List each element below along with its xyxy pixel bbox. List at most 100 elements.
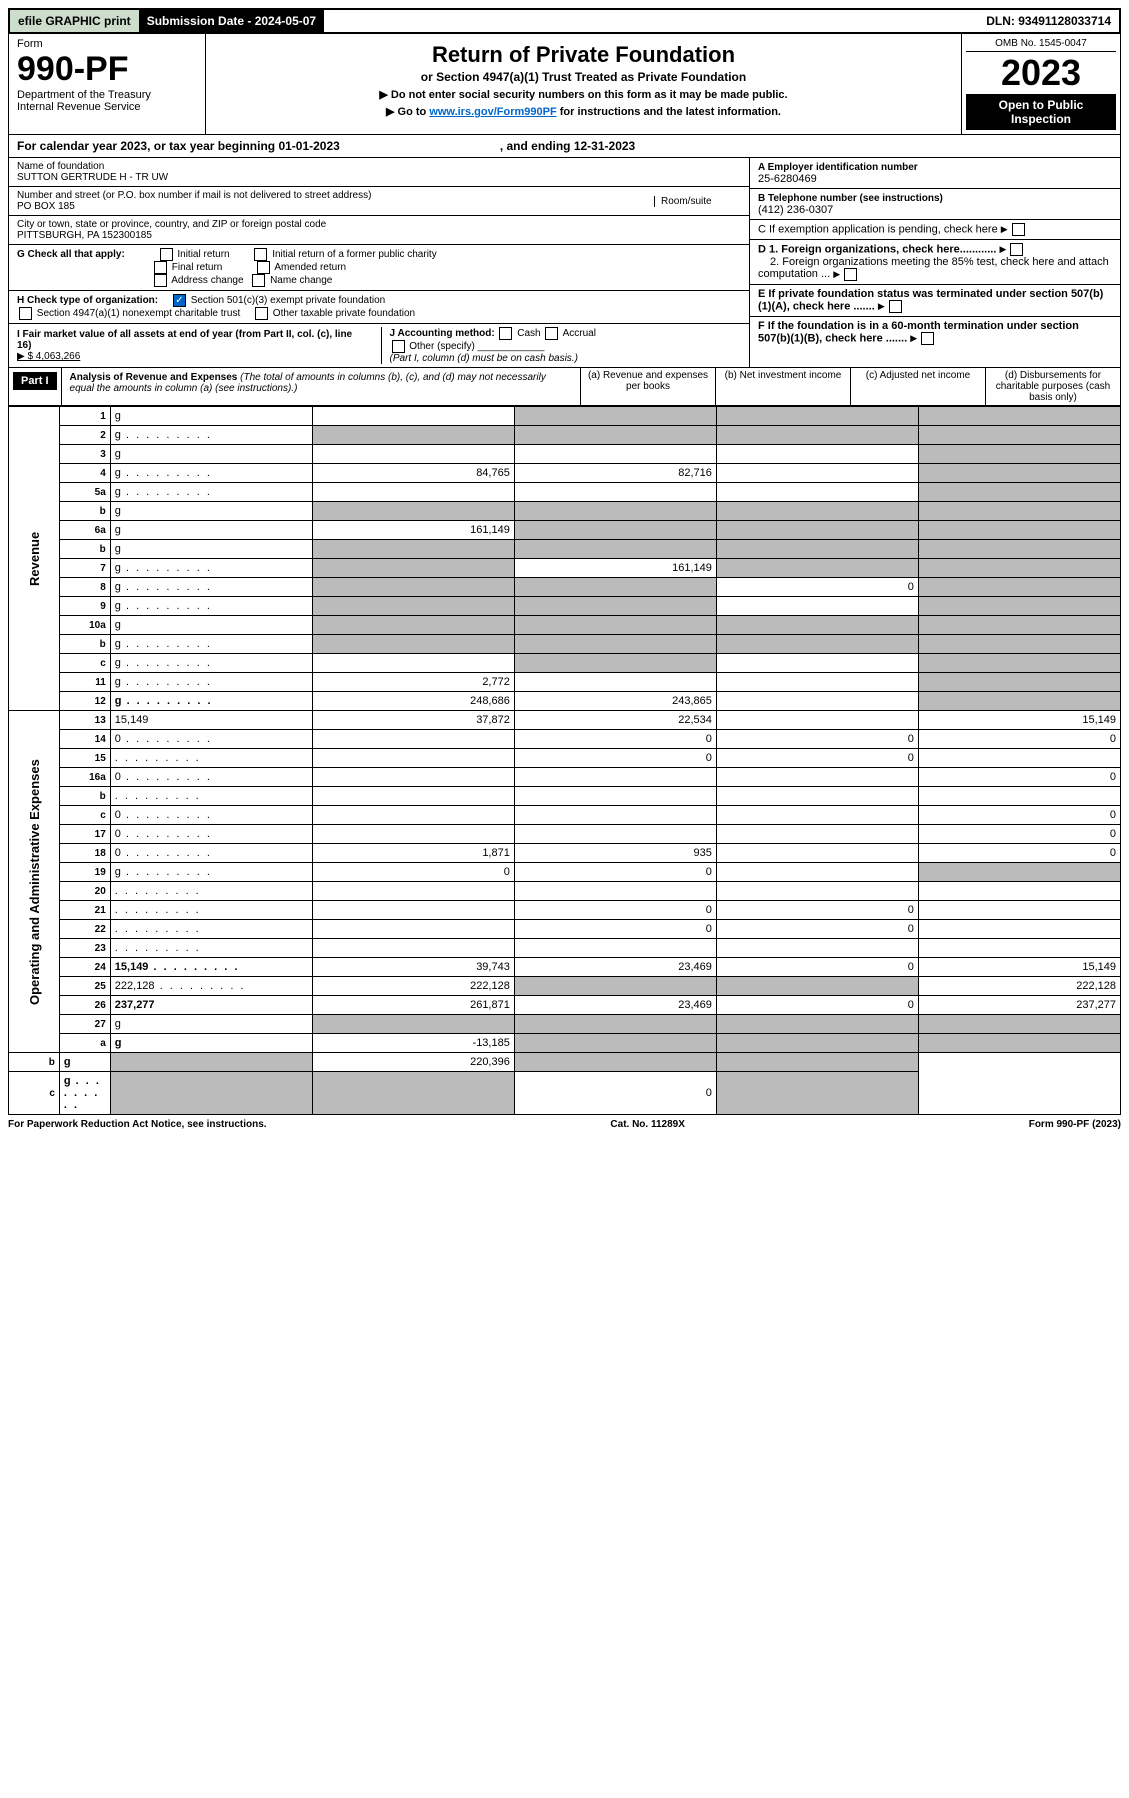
line-num: 23: [59, 939, 110, 958]
cell-d: [918, 616, 1120, 635]
cell-b: [514, 578, 716, 597]
cell-c: [716, 559, 918, 578]
cell-c: [716, 825, 918, 844]
submission-date: Submission Date - 2024-05-07: [139, 10, 324, 32]
line-num: 18: [59, 844, 110, 863]
cell-c: [716, 1034, 918, 1053]
cell-b: [514, 635, 716, 654]
cell-b: [514, 882, 716, 901]
chk-accrual[interactable]: [545, 327, 558, 340]
cell-c: [716, 977, 918, 996]
chk-cash[interactable]: [499, 327, 512, 340]
table-row: 140000: [9, 730, 1121, 749]
cell-d: 222,128: [918, 977, 1120, 996]
cell-a: 0: [312, 863, 514, 882]
line-desc: 222,128: [110, 977, 312, 996]
line-desc: [110, 787, 312, 806]
cell-b: [514, 597, 716, 616]
line-num: b: [59, 787, 110, 806]
table-row: 16a00: [9, 768, 1121, 787]
chk-other-taxable[interactable]: [255, 307, 268, 320]
cell-a: [312, 654, 514, 673]
cell-c: [716, 616, 918, 635]
chk-final[interactable]: [154, 261, 167, 274]
cell-d: [918, 464, 1120, 483]
line-desc: g: [110, 692, 312, 711]
cell-d: [918, 635, 1120, 654]
j-note: (Part I, column (d) must be on cash basi…: [390, 353, 578, 364]
d1-label: D 1. Foreign organizations, check here..…: [758, 243, 996, 255]
chk-501c3[interactable]: ✓: [173, 294, 186, 307]
line-num: c: [59, 806, 110, 825]
cell-a: [312, 901, 514, 920]
form-link[interactable]: www.irs.gov/Form990PF: [429, 106, 556, 118]
table-row: 5ag: [9, 483, 1121, 502]
chk-c[interactable]: [1012, 223, 1025, 236]
line-desc: 0: [110, 825, 312, 844]
cell-d: [918, 407, 1120, 426]
chk-e[interactable]: [889, 300, 902, 313]
line-num: 21: [59, 901, 110, 920]
cell-b: [514, 768, 716, 787]
chk-d1[interactable]: [1010, 243, 1023, 256]
table-row: 2415,14939,74323,469015,149: [9, 958, 1121, 977]
chk-f[interactable]: [921, 332, 934, 345]
cell-c: [716, 502, 918, 521]
cell-d: [918, 882, 1120, 901]
cell-a: [312, 920, 514, 939]
chk-amended[interactable]: [257, 261, 270, 274]
cell-d: [716, 1053, 918, 1072]
cell-d: [918, 863, 1120, 882]
form-number: 990-PF: [17, 50, 197, 89]
cell-b: [514, 540, 716, 559]
cell-d: [918, 521, 1120, 540]
cell-a: 248,686: [312, 692, 514, 711]
table-row: 1801,8719350: [9, 844, 1121, 863]
chk-addr-change[interactable]: [154, 274, 167, 287]
chk-other-method[interactable]: [392, 340, 405, 353]
cell-b: [514, 806, 716, 825]
name-label: Name of foundation: [17, 161, 741, 172]
e-label: E If private foundation status was termi…: [758, 288, 1103, 312]
ein: 25-6280469: [758, 173, 817, 185]
line-desc: 237,277: [110, 996, 312, 1015]
cell-b: [514, 445, 716, 464]
table-row: 10ag: [9, 616, 1121, 635]
cell-b: [514, 1034, 716, 1053]
cell-d: [918, 426, 1120, 445]
cell-a: [312, 635, 514, 654]
chk-d2[interactable]: [844, 268, 857, 281]
cell-a: 2,772: [312, 673, 514, 692]
chk-name-change[interactable]: [252, 274, 265, 287]
line-desc: 15,149: [110, 958, 312, 977]
cell-c: [716, 464, 918, 483]
line-desc: g: [110, 407, 312, 426]
cell-d: [918, 920, 1120, 939]
chk-initial[interactable]: [160, 248, 173, 261]
cell-d: [918, 1034, 1120, 1053]
form-subtitle: or Section 4947(a)(1) Trust Treated as P…: [212, 70, 955, 84]
cell-c: [716, 483, 918, 502]
d2-label: 2. Foreign organizations meeting the 85%…: [758, 256, 1109, 280]
footer-mid: Cat. No. 11289X: [610, 1119, 684, 1130]
cell-b: 0: [514, 920, 716, 939]
cell-c: 0: [716, 920, 918, 939]
cell-a: [312, 483, 514, 502]
table-row: 11g2,772: [9, 673, 1121, 692]
line-num: 19: [59, 863, 110, 882]
chk-4947[interactable]: [19, 307, 32, 320]
chk-initial-former[interactable]: [254, 248, 267, 261]
table-row: cg: [9, 654, 1121, 673]
line-num: 10a: [59, 616, 110, 635]
line-desc: 0: [110, 844, 312, 863]
cell-d: 237,277: [918, 996, 1120, 1015]
line-num: 15: [59, 749, 110, 768]
cell-d: [918, 673, 1120, 692]
line-num: b: [59, 502, 110, 521]
entity-info: Name of foundation SUTTON GERTRUDE H - T…: [8, 158, 1121, 368]
efile-label: efile GRAPHIC print: [10, 10, 139, 32]
cell-c: [716, 407, 918, 426]
city-label: City or town, state or province, country…: [17, 219, 741, 230]
line-desc: g: [110, 1015, 312, 1034]
section-revenue: Revenue: [9, 407, 60, 711]
